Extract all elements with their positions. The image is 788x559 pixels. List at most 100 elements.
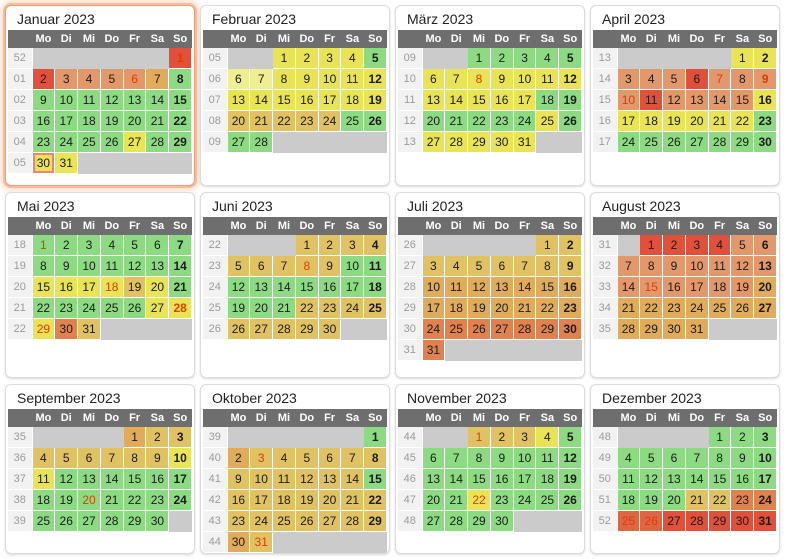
day-cell[interactable]: 30 bbox=[318, 318, 342, 340]
day-cell[interactable]: 11 bbox=[444, 276, 469, 298]
day-cell[interactable]: 29 bbox=[535, 318, 560, 340]
day-cell[interactable]: 11 bbox=[639, 89, 664, 111]
day-cell[interactable]: 9 bbox=[730, 447, 755, 469]
day-cell[interactable]: 9 bbox=[32, 89, 56, 111]
day-cell[interactable]: 18 bbox=[708, 276, 732, 298]
day-cell[interactable]: 5 bbox=[295, 447, 319, 469]
day-cell[interactable]: 21 bbox=[708, 110, 732, 132]
day-cell[interactable]: 22 bbox=[639, 297, 664, 319]
day-cell[interactable]: 10 bbox=[340, 255, 365, 277]
day-cell[interactable]: 25 bbox=[639, 131, 664, 153]
day-cell[interactable]: 17 bbox=[249, 489, 274, 511]
day-cell[interactable]: 2 bbox=[753, 48, 778, 69]
day-cell[interactable]: 14 bbox=[444, 89, 469, 111]
day-cell[interactable]: 25 bbox=[340, 110, 365, 132]
day-cell[interactable]: 12 bbox=[363, 68, 388, 90]
day-cell[interactable]: 14 bbox=[272, 276, 296, 298]
day-cell[interactable]: 20 bbox=[685, 110, 709, 132]
day-cell[interactable]: 19 bbox=[295, 489, 319, 511]
day-cell[interactable]: 4 bbox=[535, 427, 560, 448]
day-cell[interactable]: 17 bbox=[685, 276, 709, 298]
day-cell[interactable]: 1 bbox=[708, 427, 732, 448]
day-cell[interactable]: 10 bbox=[617, 89, 641, 111]
day-cell[interactable]: 3 bbox=[168, 427, 193, 448]
day-cell[interactable]: 10 bbox=[513, 447, 537, 469]
day-cell[interactable]: 5 bbox=[730, 235, 755, 256]
day-cell[interactable]: 4 bbox=[535, 48, 560, 69]
day-cell[interactable]: 2 bbox=[662, 235, 686, 256]
day-cell[interactable]: 11 bbox=[77, 89, 101, 111]
day-cell[interactable]: 7 bbox=[249, 68, 274, 90]
day-cell[interactable]: 13 bbox=[318, 468, 342, 490]
day-cell[interactable]: 22 bbox=[467, 110, 491, 132]
day-cell[interactable]: 3 bbox=[54, 68, 79, 90]
day-cell[interactable]: 16 bbox=[662, 276, 686, 298]
day-cell[interactable]: 23 bbox=[753, 110, 778, 132]
day-cell[interactable]: 9 bbox=[145, 447, 170, 469]
day-cell[interactable]: 6 bbox=[123, 68, 147, 90]
day-cell[interactable]: 20 bbox=[753, 276, 778, 298]
day-cell[interactable]: 30 bbox=[558, 318, 583, 340]
day-cell[interactable]: 20 bbox=[662, 489, 686, 511]
day-cell[interactable]: 6 bbox=[662, 447, 686, 469]
day-cell[interactable]: 4 bbox=[272, 447, 296, 469]
day-cell[interactable]: 30 bbox=[730, 510, 755, 532]
day-cell[interactable]: 16 bbox=[318, 276, 342, 298]
day-cell[interactable]: 12 bbox=[467, 276, 491, 298]
day-cell[interactable]: 24 bbox=[318, 110, 342, 132]
day-cell[interactable]: 1 bbox=[639, 235, 664, 256]
day-cell[interactable]: 4 bbox=[32, 447, 56, 469]
day-cell[interactable]: 17 bbox=[77, 276, 101, 298]
day-cell[interactable]: 14 bbox=[513, 276, 537, 298]
day-cell[interactable]: 25 bbox=[444, 318, 469, 340]
day-cell[interactable]: 8 bbox=[168, 68, 193, 90]
day-cell[interactable]: 20 bbox=[123, 110, 147, 132]
day-cell[interactable]: 13 bbox=[145, 255, 170, 277]
day-cell[interactable]: 12 bbox=[100, 89, 124, 111]
day-cell[interactable]: 5 bbox=[558, 48, 583, 69]
day-cell[interactable]: 30 bbox=[753, 131, 778, 153]
day-cell[interactable]: 11 bbox=[340, 68, 365, 90]
day-cell[interactable]: 21 bbox=[249, 110, 274, 132]
day-cell[interactable]: 8 bbox=[363, 447, 388, 469]
day-cell[interactable]: 9 bbox=[490, 447, 514, 469]
day-cell[interactable]: 14 bbox=[617, 276, 641, 298]
day-cell[interactable]: 7 bbox=[444, 68, 469, 90]
day-cell[interactable]: 24 bbox=[685, 297, 709, 319]
day-cell[interactable]: 27 bbox=[422, 131, 446, 153]
day-cell[interactable]: 17 bbox=[422, 297, 446, 319]
day-cell[interactable]: 6 bbox=[753, 235, 778, 256]
day-cell[interactable]: 6 bbox=[318, 447, 342, 469]
day-cell[interactable]: 21 bbox=[340, 489, 365, 511]
day-cell[interactable]: 3 bbox=[422, 255, 446, 277]
day-cell[interactable]: 15 bbox=[639, 276, 664, 298]
day-cell[interactable]: 26 bbox=[558, 489, 583, 511]
day-cell[interactable]: 27 bbox=[753, 297, 778, 319]
day-cell[interactable]: 15 bbox=[467, 468, 491, 490]
day-cell[interactable]: 27 bbox=[490, 318, 514, 340]
day-cell[interactable]: 14 bbox=[340, 468, 365, 490]
day-cell[interactable]: 28 bbox=[145, 131, 170, 153]
day-cell[interactable]: 10 bbox=[318, 68, 342, 90]
day-cell[interactable]: 3 bbox=[513, 48, 537, 69]
day-cell[interactable]: 9 bbox=[490, 68, 514, 90]
day-cell[interactable]: 18 bbox=[535, 89, 560, 111]
day-cell[interactable]: 15 bbox=[730, 89, 755, 111]
day-cell[interactable]: 15 bbox=[708, 468, 732, 490]
day-cell[interactable]: 1 bbox=[467, 48, 491, 69]
day-cell[interactable]: 4 bbox=[444, 255, 469, 277]
day-cell[interactable]: 29 bbox=[123, 510, 147, 532]
day-cell[interactable]: 10 bbox=[249, 468, 274, 490]
day-cell[interactable]: 4 bbox=[363, 235, 388, 256]
day-cell[interactable]: 3 bbox=[77, 235, 101, 256]
day-cell[interactable]: 23 bbox=[558, 297, 583, 319]
day-cell[interactable]: 7 bbox=[685, 447, 709, 469]
day-cell[interactable]: 19 bbox=[467, 297, 491, 319]
day-cell[interactable]: 20 bbox=[318, 489, 342, 511]
day-cell[interactable]: 9 bbox=[662, 255, 686, 277]
day-cell[interactable]: 27 bbox=[145, 297, 170, 319]
day-cell[interactable]: 8 bbox=[708, 447, 732, 469]
day-cell[interactable]: 29 bbox=[639, 318, 664, 340]
day-cell[interactable]: 2 bbox=[558, 235, 583, 256]
day-cell[interactable]: 13 bbox=[490, 276, 514, 298]
